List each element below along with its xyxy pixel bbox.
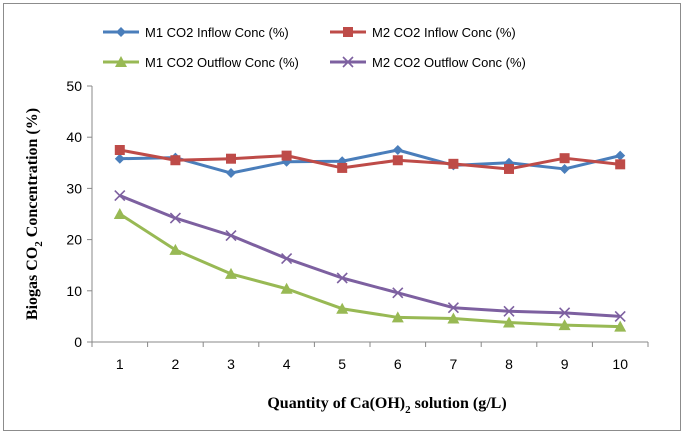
data-point [614,310,626,322]
axes: 0 10 20 30 40 50 1 2 3 4 5 6 7 8 9 10 [66,78,649,372]
x-axis-title: Quantity of Ca(OH)2 solution (g/L) [267,395,506,416]
y-tick-label: 20 [66,232,82,248]
x-tick-label: 6 [394,356,402,372]
y-axis-title-suffix: Concentration (%) [24,108,41,241]
x-tick-label: 2 [172,356,180,372]
legend-label: M1 CO2 Outflow Conc (%) [145,55,299,70]
legend-label: M2 CO2 Inflow Conc (%) [372,25,516,40]
data-point [447,312,460,324]
legend-marker [342,56,354,68]
data-point [170,155,181,166]
x-tick-label: 5 [338,356,346,372]
x-tick-label: 9 [561,356,569,372]
data-point [614,320,627,332]
data-point [114,153,125,164]
y-tick-label: 50 [66,78,82,94]
data-point [504,163,514,174]
data-point [392,287,404,299]
legend: M1 CO2 Inflow Conc (%) M2 CO2 Inflow Conc… [103,25,526,70]
y-axis-title-sub: 2 [33,241,45,247]
data-point [169,212,181,224]
data-point [559,163,570,174]
data-point [392,145,403,155]
series-line [119,194,621,318]
x-tick-label: 3 [227,356,235,372]
x-axis-title-prefix: Quantity of Ca(OH) [267,395,405,412]
y-tick-label: 10 [66,283,82,299]
series-4 [114,190,626,322]
y-tick-label: 30 [66,180,82,196]
data-point [503,316,515,328]
legend-marker [116,27,126,37]
data-point [503,305,515,317]
data-point [113,208,126,219]
legend-item: M1 CO2 Outflow Conc (%) [103,55,299,70]
data-point [392,155,403,166]
y-axis-title-prefix: Biogas CO [24,247,41,320]
x-tick-label: 7 [450,356,458,372]
series-line [119,148,621,175]
data-point [615,150,626,161]
legend-label: M1 CO2 Inflow Conc (%) [145,25,289,40]
data-point [448,158,459,169]
data-point [558,319,571,331]
legend-item: M2 CO2 Inflow Conc (%) [330,25,516,40]
x-axis-title-suffix: solution (g/L) [411,395,507,412]
x-tick-label: 4 [283,356,291,372]
series-layer [113,145,627,332]
series-line [118,212,621,329]
data-point [225,267,237,279]
y-tick-label: 40 [66,129,82,145]
legend-label: M2 CO2 Outflow Conc (%) [372,55,526,70]
data-point [226,153,236,164]
data-point [391,311,404,323]
y-tick-label: 0 [74,334,82,350]
data-point [615,159,626,170]
data-point [336,302,349,314]
data-point [281,252,293,265]
data-point [559,153,570,164]
data-point [337,162,348,173]
y-axis-title: Biogas CO2 Concentration (%) [24,108,45,320]
legend-item: M1 CO2 Inflow Conc (%) [103,25,289,40]
data-point [559,307,571,319]
data-point [281,150,292,161]
x-tick-label: 10 [612,356,628,372]
series-2 [114,145,626,174]
data-point [447,302,459,314]
data-point [226,168,236,179]
data-point [169,243,182,255]
series-3 [113,208,627,332]
data-point [225,229,237,242]
legend-marker [115,56,127,67]
x-axis-title-sub: 2 [405,404,411,416]
data-point [280,282,293,294]
legend-item: M2 CO2 Outflow Conc (%) [330,55,526,70]
legend-marker [343,27,353,37]
x-tick-label: 1 [116,356,124,372]
data-point [114,145,125,155]
data-point [336,272,348,284]
series-line [119,148,621,171]
data-point [114,190,126,202]
x-tick-label: 8 [505,356,513,372]
